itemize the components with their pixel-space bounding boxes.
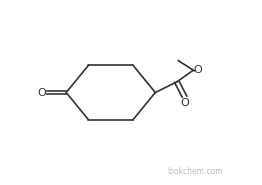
Text: O: O xyxy=(180,98,189,108)
Text: O: O xyxy=(37,88,46,97)
Text: lookchem.com: lookchem.com xyxy=(167,167,222,176)
Text: O: O xyxy=(194,65,202,75)
